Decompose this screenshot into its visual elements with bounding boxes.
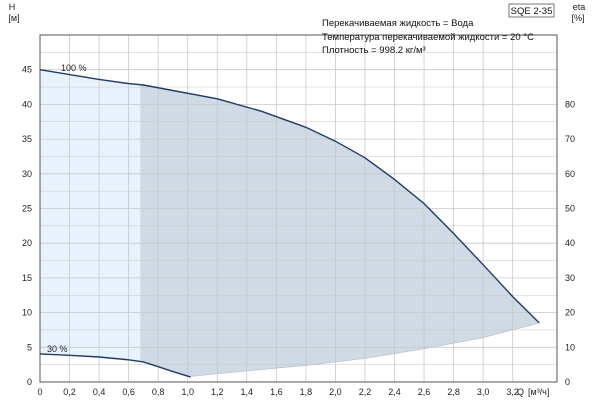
x-tick-label: 2,8 bbox=[447, 387, 460, 397]
model-box bbox=[508, 3, 555, 18]
x-axis-symbol: Q bbox=[517, 387, 524, 397]
y-left-tick-label: 25 bbox=[22, 204, 32, 214]
y-right-tick-label: 80 bbox=[565, 99, 575, 109]
y-right-tick-label: 50 bbox=[565, 204, 575, 214]
info-line: Перекачиваемая жидкость = Вода bbox=[322, 18, 474, 29]
x-tick-label: 2,2 bbox=[359, 387, 372, 397]
speed-label-30: 30 % bbox=[47, 344, 68, 354]
y-right-tick-label: 0 bbox=[565, 377, 570, 387]
x-axis-unit: [м³/ч] bbox=[528, 387, 549, 397]
y-right-tick-label: 60 bbox=[565, 169, 575, 179]
x-tick-label: 0,6 bbox=[122, 387, 135, 397]
y-left-tick-label: 15 bbox=[22, 273, 32, 283]
y-right-tick-label: 70 bbox=[565, 134, 575, 144]
curve-30-percent bbox=[39, 353, 191, 378]
y-left-axis-unit: [м] bbox=[8, 13, 19, 23]
y-left-axis-symbol: H bbox=[9, 2, 16, 12]
y-left-tick-label: 35 bbox=[22, 134, 32, 144]
x-tick-label: 1,8 bbox=[300, 387, 313, 397]
operating-region-main bbox=[140, 84, 540, 378]
x-tick-label: 2,4 bbox=[388, 387, 401, 397]
x-tick-label: 1,4 bbox=[241, 387, 254, 397]
y-left-tick-label: 5 bbox=[27, 342, 32, 352]
y-right-tick-label: 20 bbox=[565, 308, 575, 318]
y-left-tick-label: 40 bbox=[22, 99, 32, 109]
y-right-tick-label: 10 bbox=[565, 342, 575, 352]
x-tick-label: 3,2 bbox=[506, 387, 519, 397]
x-tick-label: 1,6 bbox=[270, 387, 283, 397]
y-left-tick-label: 30 bbox=[22, 169, 32, 179]
operating-range-lower-edge bbox=[190, 322, 540, 377]
y-left-tick-label: 45 bbox=[22, 65, 32, 75]
speed-label-100: 100 % bbox=[61, 63, 87, 73]
x-tick-label: 0,8 bbox=[152, 387, 165, 397]
y-left-tick-label: 0 bbox=[27, 377, 32, 387]
info-line: Температура перекачиваемой жидкости = 20… bbox=[322, 32, 534, 43]
y-right-tick-label: 40 bbox=[565, 238, 575, 248]
plot-frame bbox=[39, 34, 558, 383]
y-right-axis-symbol: eta bbox=[573, 2, 586, 12]
y-right-tick-label: 30 bbox=[565, 273, 575, 283]
x-tick-label: 0,2 bbox=[63, 387, 76, 397]
x-tick-label: 2,6 bbox=[418, 387, 431, 397]
y-right-axis-unit: [%] bbox=[571, 13, 584, 23]
operating-region-light bbox=[40, 69, 141, 362]
x-tick-label: 3,0 bbox=[477, 387, 490, 397]
info-line: Плотность = 998.2 кг/м³ bbox=[322, 45, 426, 56]
x-tick-label: 1,0 bbox=[181, 387, 194, 397]
x-tick-label: 2,0 bbox=[329, 387, 342, 397]
model-label: SQE 2-35 bbox=[511, 6, 553, 17]
x-tick-label: 1,2 bbox=[211, 387, 224, 397]
x-tick-label: 0,4 bbox=[93, 387, 106, 397]
x-tick-label: 0 bbox=[37, 387, 42, 397]
y-left-tick-label: 10 bbox=[22, 308, 32, 318]
y-left-tick-label: 20 bbox=[22, 238, 32, 248]
curve-100-percent bbox=[39, 69, 540, 324]
